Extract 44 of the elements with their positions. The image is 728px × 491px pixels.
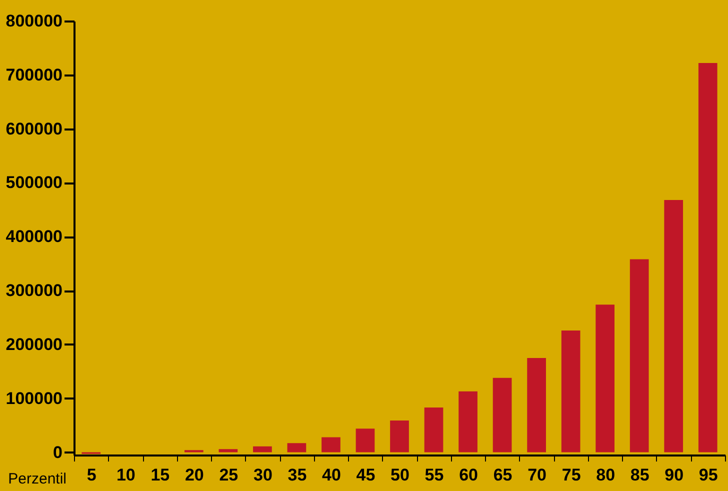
x-tick-label: 70 [528, 466, 547, 484]
bar [253, 446, 272, 452]
bar [527, 358, 546, 452]
bar [458, 391, 478, 452]
x-tick-label: 35 [288, 466, 307, 484]
x-axis-title: Perzentil [8, 470, 66, 488]
y-tick-label: 100000 [6, 388, 62, 408]
bar [698, 63, 718, 452]
bar [630, 259, 649, 452]
x-tick-label: 5 [86, 466, 96, 484]
bar [561, 330, 580, 452]
x-tick-label: 65 [493, 466, 512, 484]
bar [390, 420, 409, 452]
x-tick-label: 40 [322, 466, 341, 484]
y-tick-label: 300000 [6, 281, 62, 300]
x-tick-label: 20 [184, 466, 204, 484]
x-tick-label: 75 [562, 466, 581, 484]
x-tick-label: 60 [459, 466, 478, 484]
x-tick-label: 95 [698, 466, 718, 484]
bar [356, 428, 375, 452]
x-tick-label: 10 [116, 466, 136, 484]
x-tick-label: 25 [219, 466, 238, 484]
bar [218, 449, 238, 452]
x-tick-label: 90 [664, 466, 684, 484]
x-tick-label: 55 [424, 466, 444, 484]
x-tick-label: 85 [630, 466, 650, 484]
x-tick-label: 45 [356, 466, 376, 484]
x-tick-label: 15 [150, 466, 170, 484]
bar [322, 437, 340, 452]
y-tick-label: 600000 [6, 119, 62, 138]
bar [596, 304, 614, 452]
y-tick-label: 800000 [6, 12, 62, 30]
x-tick-label: 80 [596, 466, 616, 484]
y-tick-label: 500000 [6, 173, 62, 192]
x-tick-label: 30 [253, 466, 272, 484]
y-tick-label: 0 [53, 442, 62, 462]
bar [424, 408, 444, 452]
bar [287, 443, 306, 452]
bar [664, 200, 684, 452]
y-tick-label: 700000 [6, 65, 62, 84]
x-tick-label: 50 [390, 466, 410, 484]
y-tick-label: 200000 [6, 334, 62, 354]
y-tick-label: 400000 [6, 227, 62, 246]
bar [492, 378, 512, 452]
